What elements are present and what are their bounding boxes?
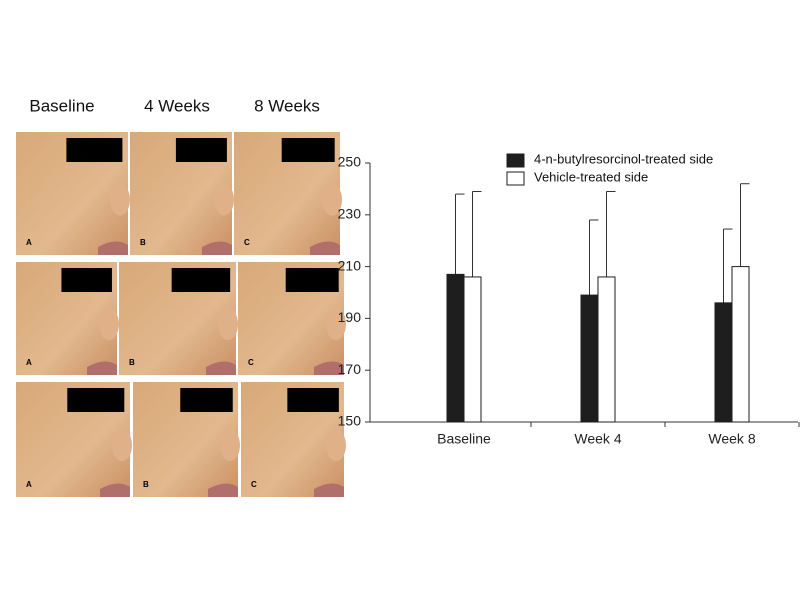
privacy-bar	[285, 268, 339, 292]
privacy-bar	[66, 138, 123, 162]
legend-swatch	[506, 153, 525, 168]
bar	[597, 276, 616, 423]
nose	[218, 308, 238, 341]
photo-label: C	[251, 480, 257, 489]
lips	[206, 361, 236, 375]
y-tick-label: 210	[338, 257, 362, 273]
photo-label: A	[26, 238, 32, 247]
lips	[87, 361, 117, 375]
column-header: 8 Weeks	[254, 96, 320, 115]
legend-swatch	[506, 171, 525, 186]
privacy-bar	[61, 268, 112, 292]
lips	[100, 483, 130, 497]
nose	[326, 429, 346, 462]
lips	[310, 241, 340, 255]
photo-label: B	[143, 480, 149, 489]
photo-label: C	[244, 238, 250, 247]
bar	[731, 266, 750, 423]
column-header: 4 Weeks	[144, 96, 210, 115]
photo-label: B	[129, 358, 135, 367]
y-tick-label: 170	[338, 361, 362, 377]
y-tick-label: 150	[338, 413, 362, 429]
chart: 150 170 190 210 230 250 Baseline Week 4 Week 8 4-…	[338, 151, 800, 447]
lips	[202, 241, 232, 255]
privacy-bar	[287, 388, 339, 412]
nose	[214, 183, 234, 216]
y-tick-label: 190	[338, 309, 362, 325]
nose	[326, 308, 346, 341]
y-tick-label: 250	[338, 154, 362, 170]
lips	[208, 483, 238, 497]
privacy-bar	[180, 388, 233, 412]
privacy-bar	[171, 268, 231, 292]
nose	[99, 308, 119, 341]
nose	[110, 183, 130, 216]
lips	[98, 241, 128, 255]
y-tick-label: 230	[338, 206, 362, 222]
nose	[322, 183, 342, 216]
bar	[446, 273, 465, 423]
x-tick-label: Baseline	[437, 431, 491, 447]
column-header: Baseline	[29, 96, 94, 115]
privacy-bar	[175, 138, 227, 162]
privacy-bar	[281, 138, 335, 162]
bar	[714, 302, 733, 423]
lips	[314, 483, 344, 497]
photo-panel: Baseline 4 Weeks 8 Weeks A B C A B C A B C	[16, 96, 346, 497]
nose	[112, 429, 132, 462]
photo-label: B	[140, 238, 146, 247]
nose	[220, 429, 240, 462]
photo-label: A	[26, 480, 32, 489]
x-tick-label: Week 4	[574, 431, 621, 447]
photo-label: A	[26, 358, 32, 367]
legend-label: 4-n-butylresorcinol-treated side	[534, 151, 713, 166]
lips	[314, 361, 344, 375]
x-tick-label: Week 8	[708, 431, 755, 447]
bar	[580, 294, 599, 423]
photo-label: C	[248, 358, 254, 367]
bar	[463, 276, 482, 423]
legend-label: Vehicle-treated side	[534, 169, 648, 184]
privacy-bar	[67, 388, 125, 412]
